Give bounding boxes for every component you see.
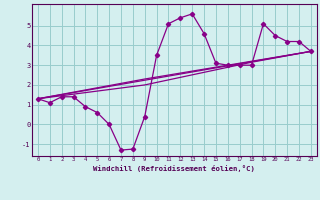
X-axis label: Windchill (Refroidissement éolien,°C): Windchill (Refroidissement éolien,°C) <box>93 165 255 172</box>
